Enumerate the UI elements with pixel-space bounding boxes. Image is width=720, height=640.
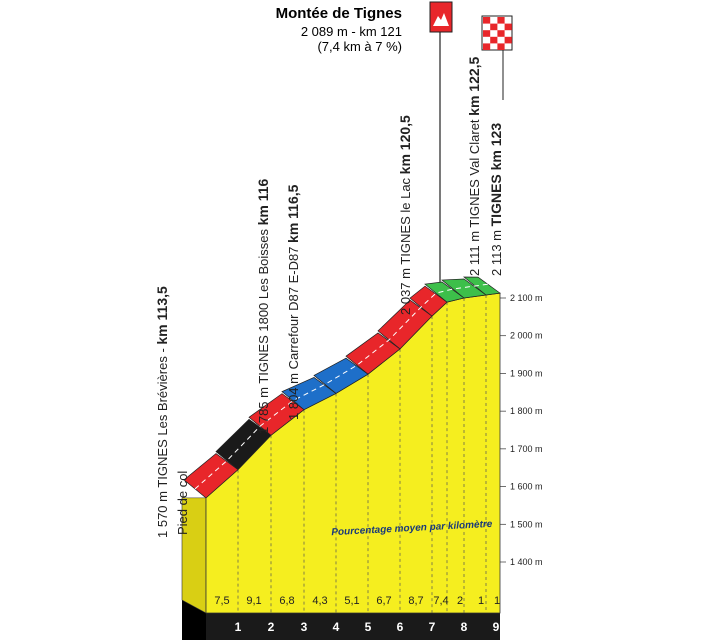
y-tick-label: 2 100 m xyxy=(510,293,543,303)
checker-square xyxy=(490,36,498,44)
waypoint-km: km 122,5 xyxy=(466,56,482,115)
gradient-segment xyxy=(409,285,448,317)
gradient-label: 6,7 xyxy=(376,595,391,607)
km-tick-label: 6 xyxy=(397,620,404,634)
waypoint-text: 1 804 m Carrefour D87 E-D87 xyxy=(286,243,301,420)
waypoint-label: 1 804 m Carrefour D87 E-D87 km 116,5 xyxy=(285,184,301,420)
waypoint-text: 1 785 m TIGNES 1800 Les Boisses xyxy=(256,225,271,434)
checker-square xyxy=(504,36,512,44)
y-tick-label: 2 000 m xyxy=(510,331,543,341)
waypoint-label: 1 785 m TIGNES 1800 Les Boisses km 116 xyxy=(255,178,271,434)
waypoint-label: 2 111 m TIGNES Val Claret km 122,5 xyxy=(466,56,482,276)
km-tick-label: 7 xyxy=(429,620,436,634)
checker-square xyxy=(490,23,498,31)
gradient-segment xyxy=(441,278,487,299)
waypoint-label: 2 113 m TIGNES km 123 xyxy=(488,123,504,276)
y-axis: 1 400 m 1 500 m 1 600 m 1 700 m 1 800 m 1 900… xyxy=(500,293,543,567)
gradient-segment xyxy=(377,299,433,350)
y-tick-label: 1 800 m xyxy=(510,406,543,416)
gradient-segment xyxy=(463,276,501,296)
gradient-segment xyxy=(248,393,305,436)
waypoint-km: km 120,5 xyxy=(397,115,413,174)
chart-subtitle-line1: 2 089 m - km 121 xyxy=(301,24,402,39)
gradient-label: 1 xyxy=(478,595,484,607)
gradient-label: 5,1 xyxy=(344,595,359,607)
finish-flag-icon xyxy=(481,15,513,58)
gradient-label: 9,1 xyxy=(246,595,261,607)
km-tick-label: 4 xyxy=(333,620,340,634)
waypoint-label: 2 037 m TIGNES le Lac km 120,5 xyxy=(397,115,413,315)
road-centre-line xyxy=(194,283,490,490)
chart-title: Montée de Tignes xyxy=(276,5,402,22)
gradient-label: 7,5 xyxy=(214,595,229,607)
chart-subtitle-line2: (7,4 km à 7 %) xyxy=(317,39,402,54)
gradient-label: 1 xyxy=(494,595,500,607)
km-tick-label: 2 xyxy=(268,620,275,634)
checker-square xyxy=(483,43,491,50)
y-tick-label: 1 900 m xyxy=(510,368,543,378)
waypoint-km: km 113,5 xyxy=(154,286,170,345)
waypoint-km: km 116 xyxy=(255,178,271,225)
profile-base xyxy=(206,613,500,640)
y-tick-label: 1 500 m xyxy=(510,519,543,529)
gradient-label: 2 xyxy=(457,595,463,607)
waypoint-text: 2 037 m TIGNES le Lac xyxy=(398,174,413,315)
gradient-segment xyxy=(424,281,465,303)
waypoint-text: 2 113 m xyxy=(489,226,504,276)
y-tick-label: 1 600 m xyxy=(510,482,543,492)
waypoint-label: 1 570 m TIGNES Les Brévières - km 113,5 xyxy=(154,286,170,538)
waypoint-extra: Pied de col xyxy=(175,471,190,535)
waypoint-labels: 1 570 m TIGNES Les Brévières - km 113,5 P… xyxy=(154,56,504,538)
y-tick-label: 1 400 m xyxy=(510,557,543,567)
gradient-segment xyxy=(345,332,401,375)
y-tick-label: 1 700 m xyxy=(510,444,543,454)
km-tick-label: 3 xyxy=(301,620,308,634)
km-tick-label: 5 xyxy=(365,620,372,634)
checker-square xyxy=(483,17,491,24)
km-tick-label: 8 xyxy=(461,620,468,634)
waypoint-km: km 116,5 xyxy=(285,184,301,243)
waypoint-text: 2 111 m TIGNES Val Claret xyxy=(467,116,482,276)
km-tick-label: 9 xyxy=(493,620,500,634)
gradient-label: 6,8 xyxy=(279,595,294,607)
checker-square xyxy=(483,30,491,37)
waypoint-km: TIGNES km 123 xyxy=(488,123,504,227)
km-tick-label: 1 xyxy=(235,620,242,634)
gradient-label: 4,3 xyxy=(312,595,327,607)
checker-square xyxy=(504,23,512,31)
checker-square xyxy=(497,17,505,24)
profile-body: 7,5 9,1 6,8 4,3 5,1 6,7 8,7 7,4 2 1 11 2 3 4 5 6 7 8 9 xyxy=(181,276,501,640)
summit-flag-icon xyxy=(429,1,453,298)
gradient-label: 8,7 xyxy=(408,595,423,607)
waypoint-text: 1 570 m TIGNES Les Brévières - xyxy=(155,345,170,538)
checker-square xyxy=(497,30,505,37)
gradient-label: 7,4 xyxy=(433,595,448,607)
checker-square xyxy=(497,43,505,50)
